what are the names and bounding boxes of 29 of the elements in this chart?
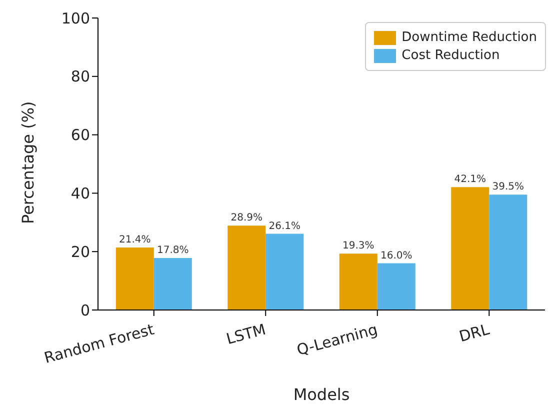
data-label: 21.4%: [118, 234, 151, 246]
bar: [154, 258, 192, 310]
data-label: 16.0%: [380, 250, 412, 262]
x-tick-label: Random Forest: [42, 320, 156, 367]
bar: [377, 263, 416, 310]
data-label: 28.9%: [230, 212, 263, 224]
legend-label: Cost Reduction: [402, 48, 500, 63]
data-label: 17.8%: [156, 245, 189, 256]
y-axis-title: Percentage (%): [18, 101, 38, 224]
y-tick-label: 80: [70, 68, 90, 86]
x-tick-label: LSTM: [224, 320, 268, 348]
bar: [266, 234, 304, 310]
data-label: 19.3%: [342, 240, 374, 252]
bar: [228, 226, 266, 310]
data-label: 39.5%: [492, 182, 524, 193]
y-tick-label: 40: [70, 184, 90, 203]
y-tick-label: 20: [70, 242, 90, 261]
y-tick-label: 60: [70, 126, 90, 144]
data-label: 26.1%: [268, 220, 301, 232]
legend-label: Downtime Reduction: [402, 30, 537, 45]
data-label: 42.1%: [454, 174, 486, 186]
bar: [339, 254, 378, 310]
x-tick-label: DRL: [457, 320, 492, 346]
bar: [116, 248, 154, 310]
x-axis-title: Models: [293, 385, 350, 404]
bar: [489, 194, 528, 310]
y-tick-label: 100: [61, 9, 90, 28]
bar: [451, 187, 490, 310]
y-tick-label: 0: [80, 301, 90, 320]
